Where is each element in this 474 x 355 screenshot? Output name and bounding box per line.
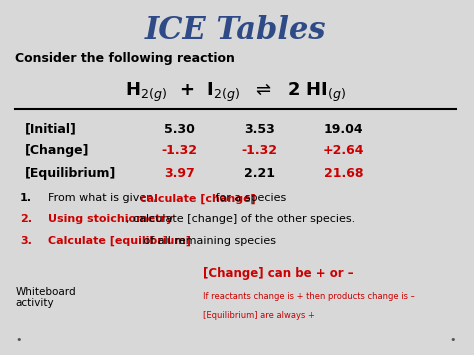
Text: 21.68: 21.68 bbox=[324, 167, 363, 180]
Text: Consider the following reaction: Consider the following reaction bbox=[16, 53, 235, 65]
Text: 2.21: 2.21 bbox=[244, 167, 275, 180]
Text: , calculate [change] of the other species.: , calculate [change] of the other specie… bbox=[126, 214, 355, 224]
Text: 5.30: 5.30 bbox=[164, 123, 195, 136]
Text: H$_{2(g)}$  +  I$_{2(g)}$  $\rightleftharpoons$  2 HI$_{(g)}$: H$_{2(g)}$ + I$_{2(g)}$ $\rightleftharpo… bbox=[125, 81, 346, 104]
Text: 3.53: 3.53 bbox=[244, 123, 274, 136]
Text: 3.: 3. bbox=[20, 236, 32, 246]
Text: Calculate [equilibrium]: Calculate [equilibrium] bbox=[48, 236, 191, 246]
Text: [Equilibrium] are always +: [Equilibrium] are always + bbox=[203, 311, 315, 320]
Text: Whiteboard
activity: Whiteboard activity bbox=[16, 287, 76, 308]
Text: -1.32: -1.32 bbox=[162, 144, 198, 157]
Text: +2.64: +2.64 bbox=[323, 144, 365, 157]
Text: [Change]: [Change] bbox=[25, 144, 89, 157]
Text: -1.32: -1.32 bbox=[241, 144, 277, 157]
Text: 1.: 1. bbox=[20, 193, 32, 203]
Text: [Change] can be + or –: [Change] can be + or – bbox=[203, 267, 354, 280]
Text: for a species: for a species bbox=[212, 193, 287, 203]
Text: of all remaining species: of all remaining species bbox=[140, 236, 276, 246]
Text: calculate [change]: calculate [change] bbox=[140, 193, 255, 204]
Text: 2.: 2. bbox=[20, 214, 32, 224]
Text: •: • bbox=[16, 335, 22, 345]
Text: From what is given,: From what is given, bbox=[48, 193, 161, 203]
Text: [Initial]: [Initial] bbox=[25, 123, 77, 136]
Text: •: • bbox=[449, 335, 456, 345]
Text: 3.97: 3.97 bbox=[164, 167, 195, 180]
Text: [Equilibrium]: [Equilibrium] bbox=[25, 167, 116, 180]
Text: ICE Tables: ICE Tables bbox=[145, 16, 327, 47]
Text: Using stoichiometry: Using stoichiometry bbox=[48, 214, 173, 224]
Text: 19.04: 19.04 bbox=[324, 123, 364, 136]
Text: If reactants change is + then products change is –: If reactants change is + then products c… bbox=[203, 292, 415, 301]
